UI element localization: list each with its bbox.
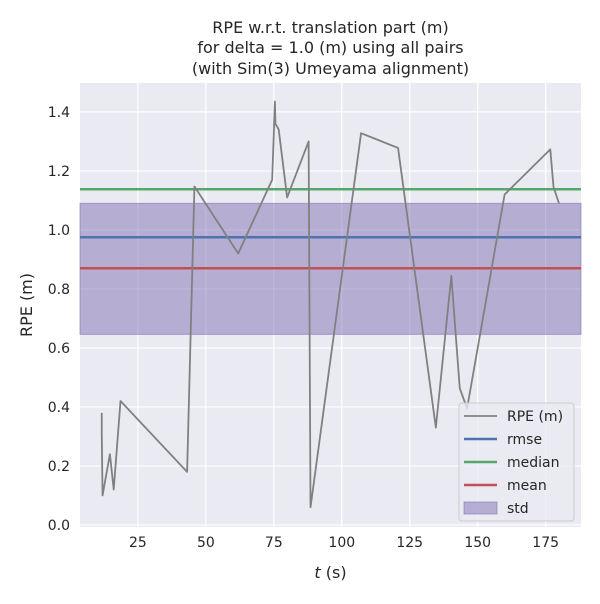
legend-swatch-4 [463,501,498,515]
y-axis-label: RPE (m) [17,273,36,337]
x-tick-label: 100 [328,535,355,551]
x-axis-label: t (s) [314,563,346,582]
chart-title-line-2: for delta = 1.0 (m) using all pairs [197,38,463,57]
x-tick-labels: 25 50 75 100 125 150 175 [129,535,559,551]
x-tick-label: 175 [532,535,559,551]
legend-label: RPE (m) [507,409,563,425]
y-tick-labels: 0.0 0.2 0.4 0.6 0.8 1.0 1.2 1.4 [48,105,70,534]
x-tick-label: 150 [464,535,491,551]
legend: RPE (m) rmse median mean std [458,402,575,522]
y-tick-label: 0.2 [48,459,70,475]
y-tick-label: 0.4 [48,400,70,416]
y-tick-label: 1.2 [48,164,70,180]
y-tick-label: 1.0 [48,223,70,239]
legend-label: median [507,455,559,471]
y-tick-label: 0.0 [48,518,70,534]
x-tick-label: 125 [396,535,423,551]
x-tick-label: 75 [265,535,283,551]
y-tick-label: 0.6 [48,341,70,357]
chart-title-line-3: (with Sim(3) Umeyama alignment) [192,59,469,78]
chart-title-line-1: RPE w.r.t. translation part (m) [212,18,448,37]
legend-label: rmse [507,432,542,448]
legend-label: std [507,501,529,517]
legend-label: mean [507,478,547,494]
x-tick-label: 50 [197,535,215,551]
y-tick-label: 1.4 [48,105,70,121]
x-tick-label: 25 [129,535,147,551]
y-tick-label: 0.8 [48,282,70,298]
